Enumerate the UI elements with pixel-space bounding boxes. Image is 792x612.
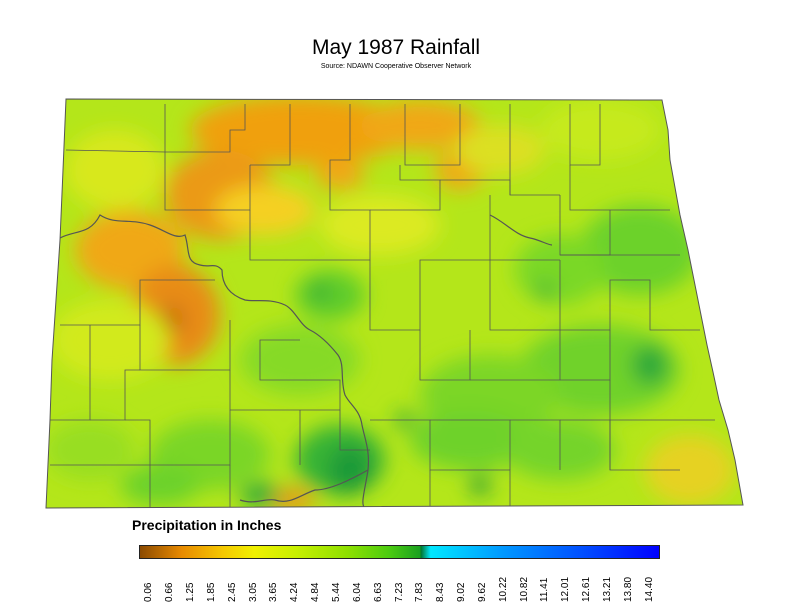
legend-tick-label: 4.24 [289,582,301,602]
legend-tick-label: 14.40 [643,576,655,602]
legend-tick-label: 13.21 [601,576,613,602]
legend-tick-label: 0.66 [164,582,176,602]
legend-tick-label: 0.06 [143,582,155,602]
legend-tick-label: 9.62 [476,582,488,602]
legend-tick-label: 2.45 [226,582,238,602]
legend-tick-label: 1.25 [185,582,197,602]
legend-tick-label: 7.23 [393,582,405,602]
legend-tick-label: 12.01 [560,576,572,602]
legend-tick-label: 6.04 [351,582,363,602]
state-fill [46,99,743,508]
legend-tick-label: 9.02 [456,582,468,602]
legend-tick-label: 13.80 [622,576,634,602]
legend-color-bar [139,545,660,559]
legend-tick-label: 6.63 [372,582,384,602]
legend-tick-label: 3.05 [247,582,259,602]
legend-tick-label: 3.65 [268,582,280,602]
legend-tick-label: 7.83 [414,582,426,602]
legend-tick-label: 11.41 [539,577,551,602]
legend-tick-label: 12.61 [581,576,593,602]
missouri-river [59,214,553,508]
legend-tick-label: 10.82 [518,576,530,602]
legend-tick-label: 5.44 [330,582,342,602]
legend-tick-label: 1.85 [205,582,217,602]
map-title: May 1987 Rainfall [311,36,481,59]
legend-tick-label: 4.84 [310,582,322,602]
legend-tick-label: 10.22 [497,576,509,602]
legend-title: Precipitation in Inches [132,517,282,533]
county-boundaries [50,104,715,508]
state-outline [45,98,744,509]
legend-tick-label: 8.43 [435,582,447,602]
map-subtitle: Source: NDAWN Cooperative Observer Netwo… [320,63,472,70]
